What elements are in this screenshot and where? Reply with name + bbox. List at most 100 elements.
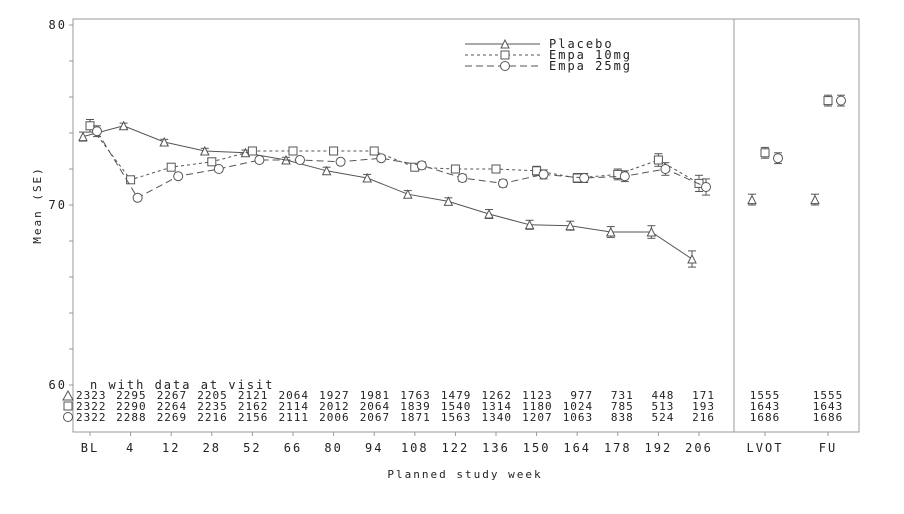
n-count: 513 [652, 400, 675, 413]
series-placebo [78, 120, 820, 268]
circle-marker [295, 155, 305, 165]
n-count: 1314 [482, 400, 513, 413]
circle-marker [376, 153, 387, 164]
legend-label: Empa 25mg [549, 59, 632, 73]
plot-frame: 60 70 80 BL 4 12 28 52 66 80 94 108 122 136 150 164 178 1… [49, 18, 860, 455]
triangle-marker [500, 38, 510, 49]
triangle-marker [159, 136, 170, 147]
y-tick-label: 80 [49, 18, 67, 32]
n-count: 2295 [116, 389, 147, 402]
circle-marker [335, 156, 346, 167]
square-marker [760, 148, 770, 158]
circle-marker [457, 173, 468, 183]
triangle-marker [362, 172, 373, 183]
triangle-marker [747, 194, 757, 205]
n-count: 2012 [319, 400, 350, 413]
n-count: 2322 [76, 411, 107, 424]
n-count: 171 [692, 389, 715, 402]
n-count: 2205 [197, 389, 228, 402]
x-tick-label: LVOT [747, 441, 784, 455]
circle-marker [773, 153, 783, 164]
n-count: 1686 [750, 411, 781, 424]
triangle-icon [62, 389, 74, 401]
n-count: 977 [570, 389, 593, 402]
n-table-symbol [63, 412, 73, 422]
x-axis-label: Planned study week [387, 468, 542, 481]
n-table-symbol [62, 389, 74, 401]
n-count: 1207 [522, 411, 553, 424]
triangle-marker [565, 220, 576, 231]
triangle-marker [687, 253, 697, 264]
n-count: 1643 [750, 400, 781, 413]
x-tick-label: 150 [523, 441, 551, 455]
n-count: 2121 [238, 389, 269, 402]
n-count: 1123 [522, 389, 553, 402]
n-count: 1555 [750, 389, 781, 402]
triangle-marker [118, 120, 129, 131]
circle-icon [63, 412, 73, 422]
square-marker [166, 162, 176, 172]
n-count: 2064 [279, 389, 310, 402]
circle-marker [836, 95, 846, 106]
series-line [82, 125, 693, 260]
y-tick-label: 70 [49, 198, 67, 212]
square-marker [247, 146, 257, 156]
n-table-symbol [63, 401, 73, 411]
n-count: 1063 [563, 411, 594, 424]
triangle-marker [78, 131, 88, 142]
n-count: 838 [611, 411, 634, 424]
triangle-marker [810, 194, 820, 205]
x-tick-label: 52 [243, 441, 261, 455]
x-tick-label: 80 [324, 441, 342, 455]
n-count: 2269 [157, 411, 188, 424]
circle-marker [92, 126, 102, 137]
triangle-marker [524, 219, 535, 230]
square-marker [207, 157, 217, 167]
triangle-marker [199, 145, 210, 156]
x-tick-label: 108 [401, 441, 429, 455]
legend-label: Placebo [549, 37, 614, 51]
x-tick-label: 28 [203, 441, 221, 455]
n-count: 524 [652, 411, 675, 424]
triangle-marker [646, 226, 657, 237]
x-tick-label: 122 [442, 441, 470, 455]
square-marker [653, 155, 663, 165]
circle-marker [132, 192, 143, 203]
n-count: 193 [692, 400, 715, 413]
n-count: 448 [652, 389, 675, 402]
square-marker [823, 96, 833, 106]
n-count: 2288 [116, 411, 147, 424]
triangle-marker [443, 196, 454, 206]
square-marker [450, 164, 460, 174]
circle-marker [701, 182, 711, 192]
x-tick-label: 12 [162, 441, 180, 455]
n-count: 2064 [360, 400, 391, 413]
n-count: 2114 [279, 400, 310, 413]
triangle-marker [484, 208, 494, 219]
n-count: 1024 [563, 400, 594, 413]
n-count: 1555 [813, 389, 844, 402]
n-count: 1686 [813, 411, 844, 424]
n-count: 1479 [441, 389, 472, 402]
n-count: 2323 [76, 389, 107, 402]
series-line [96, 130, 707, 199]
series-empa-10mg [85, 94, 833, 192]
n-table-title: n with data at visit [90, 378, 275, 392]
square-marker [500, 50, 510, 60]
legend-label: Empa 10mg [549, 48, 632, 62]
series-empa-25mg [92, 94, 846, 203]
x-tick-label: 178 [604, 441, 632, 455]
n-count: 1340 [482, 411, 513, 424]
n-count: 2322 [76, 400, 107, 413]
chart-marks: 2323 2295 2267 2205 2121 2064 1927 1981 1763 1479… [62, 94, 846, 424]
n-count: 785 [611, 400, 634, 413]
n-count: 2264 [157, 400, 188, 413]
triangle-marker [402, 189, 413, 199]
circle-marker [498, 178, 508, 189]
n-count: 2235 [197, 400, 228, 413]
square-marker [491, 164, 501, 174]
n-count: 1981 [360, 389, 391, 402]
n-count: 1643 [813, 400, 844, 413]
